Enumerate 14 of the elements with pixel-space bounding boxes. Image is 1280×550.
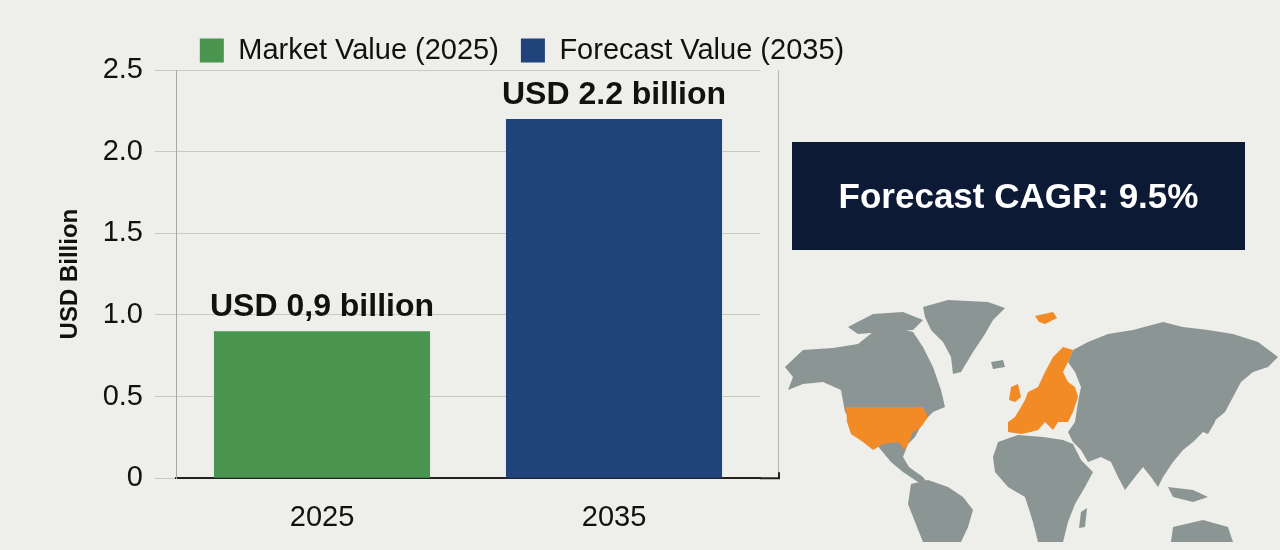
y-axis-title: USD Billion [55,208,83,340]
x-tick-label: 2025 [289,499,355,532]
y-tick-label: 2.5 [102,52,143,84]
legend-label: Market Value (2025) [238,32,499,65]
y-tick-label: 0.5 [102,378,143,411]
x-tick-label: 2035 [581,499,647,532]
y-tick-label: 1.0 [102,296,143,329]
y-tick-label: 2.0 [102,133,143,166]
y-tick-label: 1.5 [102,215,143,248]
data-label: USD 0,9 billion [209,287,435,324]
y-tick-label: 0 [126,460,143,493]
data-label: USD 2.2 billion [501,74,727,111]
text: Forecast CAGR: 9.5% [792,142,1245,250]
legend-label: Forecast Value (2035) [559,32,845,65]
